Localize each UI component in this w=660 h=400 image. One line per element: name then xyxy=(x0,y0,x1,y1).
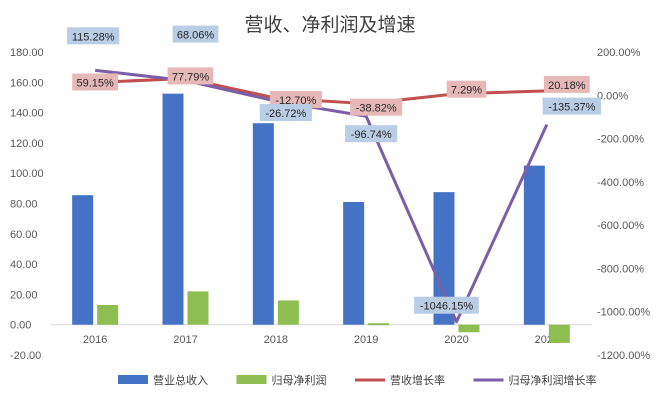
y-right-tick-label: -400.00% xyxy=(597,177,644,189)
x-tick-label: 2019 xyxy=(354,334,378,346)
profit-growth-label-bg xyxy=(414,296,479,314)
revenue-growth-label-bg xyxy=(72,73,119,91)
y-left-tick-label: 80.00 xyxy=(10,199,38,211)
profit-growth-label: -135.37% xyxy=(542,97,602,115)
data-labels-layer: 59.15% 77.79% -12.70% -38.82% 7.29% 20.18% 115… xyxy=(67,25,602,314)
x-tick-label: 2020 xyxy=(444,334,468,346)
profit-growth-label-bg xyxy=(67,27,120,45)
profit-growth-label: -96.74% xyxy=(345,125,398,143)
profit-growth-label: -26.72% xyxy=(259,104,312,122)
x-tick-label: 2018 xyxy=(264,334,288,346)
revenue-growth-label-text: 77.79% xyxy=(172,71,210,83)
y-right-tick-label: -1000.00% xyxy=(597,307,650,319)
legend: 营业总收入 归母净利润 营收增长率 归母净利润增长率 xyxy=(118,373,597,387)
profit-growth-label-bg xyxy=(345,125,398,143)
revenue-growth-label-text: 20.18% xyxy=(548,80,586,92)
revenue-growth-label-bg xyxy=(543,75,590,93)
profit-growth-label-text: -96.74% xyxy=(351,129,392,141)
profit-growth-label-bg xyxy=(542,97,602,115)
legend-label: 归母净利润 xyxy=(272,373,327,387)
legend-item: 营收增长率 xyxy=(355,373,445,387)
revenue-bar xyxy=(252,123,274,325)
y-left-tick-label: 100.00 xyxy=(10,168,44,180)
y-left-tick-label: 140.00 xyxy=(10,108,44,120)
profit-growth-label: -1046.15% xyxy=(414,296,479,314)
revenue-growth-label-bg xyxy=(446,80,487,98)
profit-growth-label-text: 115.28% xyxy=(72,31,115,43)
y-left-tick-label: 60.00 xyxy=(10,229,38,241)
revenue-growth-label: 59.15% xyxy=(72,73,119,91)
revenue-growth-label-bg xyxy=(269,91,322,109)
revenue-growth-label: -12.70% xyxy=(269,91,322,109)
profit-growth-label-text: 68.06% xyxy=(177,30,215,42)
revenue-growth-label-bg xyxy=(350,98,403,116)
legend-item: 归母净利润 xyxy=(236,373,327,387)
revenue-growth-label: 7.29% xyxy=(446,80,487,98)
profit-growth-label-bg xyxy=(172,25,219,43)
net-profit-bar xyxy=(548,324,570,343)
net-profit-bar xyxy=(458,324,480,333)
legend-label: 营收增长率 xyxy=(390,373,445,387)
y-left-tick-label: 160.00 xyxy=(10,77,44,89)
revenue-growth-label-text: 7.29% xyxy=(451,85,482,97)
y-left-tick-label: 120.00 xyxy=(10,138,44,150)
net-profit-bar xyxy=(97,305,119,325)
revenue-growth-label: -38.82% xyxy=(350,98,403,116)
legend-label: 归母净利润增长率 xyxy=(509,373,597,387)
revenue-bar xyxy=(162,93,184,325)
revenue-bar xyxy=(433,192,455,325)
profit-growth-label: 115.28% xyxy=(67,27,120,45)
y-left-tick-label: 180.00 xyxy=(10,47,44,59)
chart-title: 营收、净利润及增速 xyxy=(244,14,415,36)
x-tick-label: 2017 xyxy=(173,334,197,346)
legend-item: 归母净利润增长率 xyxy=(473,373,597,387)
net-profit-bar xyxy=(277,300,299,325)
y-left-tick-label: -20.00 xyxy=(10,350,41,362)
revenue-bar xyxy=(343,201,365,325)
y-right-tick-label: -800.00% xyxy=(597,263,644,275)
y-left-tick-label: 40.00 xyxy=(10,259,38,271)
profit-growth-label-bg xyxy=(259,104,312,122)
profit-growth-label-text: -1046.15% xyxy=(420,301,473,313)
legend-swatch xyxy=(236,375,267,384)
x-tick-label: 2016 xyxy=(83,334,107,346)
revenue-bar xyxy=(523,165,545,325)
net-profit-bar xyxy=(187,291,209,325)
revenue-bar xyxy=(72,195,94,325)
y-right-tick-label: -200.00% xyxy=(597,134,644,146)
legend-item: 营业总收入 xyxy=(118,373,208,387)
y-right-tick-label: -1200.00% xyxy=(597,350,650,362)
y-left-tick-label: 20.00 xyxy=(10,289,38,301)
y-left-tick-label: 0.00 xyxy=(10,320,31,332)
revenue-growth-label-bg xyxy=(167,67,214,85)
profit-growth-label-text: -26.72% xyxy=(265,108,306,120)
y-right-tick-label: 0.00% xyxy=(597,90,628,102)
profit-growth-label-text: -135.37% xyxy=(548,102,595,114)
bars-layer xyxy=(72,93,570,343)
y-right-tick-label: 200.00% xyxy=(597,47,641,59)
axes-layer: 180.00 160.00 140.00 120.00 100.00 80.00 60.00… xyxy=(10,47,650,362)
profit-growth-label: 68.06% xyxy=(172,25,219,43)
legend-swatch xyxy=(118,375,148,384)
legend-label: 营业总收入 xyxy=(153,373,208,387)
revenue-growth-label: 77.79% xyxy=(167,67,214,85)
net-profit-bar xyxy=(368,323,390,326)
revenue-growth-label-text: -12.70% xyxy=(275,95,316,107)
revenue-growth-label-text: 59.15% xyxy=(77,77,115,89)
revenue-growth-label: 20.18% xyxy=(543,75,590,93)
revenue-growth-label-text: -38.82% xyxy=(356,103,397,115)
y-right-tick-label: -600.00% xyxy=(597,220,644,232)
